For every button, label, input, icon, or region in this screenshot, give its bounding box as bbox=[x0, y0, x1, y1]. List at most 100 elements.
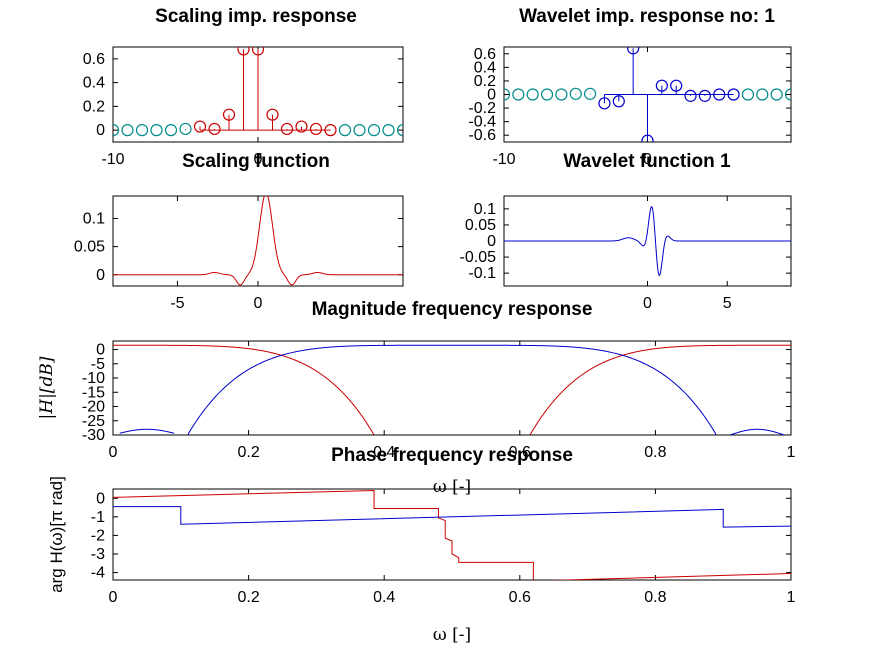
wavelet-fn-title: Wavelet function 1 bbox=[563, 151, 731, 172]
wavelet-imp-title: Wavelet imp. response no: 1 bbox=[519, 6, 775, 27]
y-tick-label: 0.4 bbox=[83, 75, 105, 92]
stem-marker bbox=[641, 134, 654, 142]
stem-marker bbox=[569, 87, 582, 100]
x-tick-label: 0.8 bbox=[644, 444, 666, 461]
y-tick-label: 0.6 bbox=[474, 46, 496, 63]
y-tick-label: -0.6 bbox=[468, 127, 496, 144]
stem-marker bbox=[756, 88, 769, 101]
stem-marker bbox=[512, 88, 525, 101]
stem-marker bbox=[135, 124, 149, 137]
y-tick-label: 0 bbox=[96, 490, 105, 507]
scaling-function-curve bbox=[113, 196, 403, 286]
stem-marker bbox=[770, 88, 783, 101]
stem-marker bbox=[741, 88, 755, 101]
y-tick-label: -0.2 bbox=[468, 100, 496, 117]
stem-marker bbox=[295, 120, 308, 133]
magnitude-title: Magnitude frequency response bbox=[312, 299, 593, 320]
stem-marker bbox=[338, 124, 352, 137]
y-tick-label: -0.05 bbox=[460, 249, 497, 266]
stem-marker bbox=[598, 97, 611, 110]
y-tick-label: 0.6 bbox=[83, 51, 105, 68]
stem-marker bbox=[504, 88, 511, 101]
wavelet-function-curve bbox=[504, 206, 791, 277]
y-tick-label: -30 bbox=[82, 427, 105, 444]
phase-lowpass-curve bbox=[113, 489, 791, 580]
x-tick-label: 0.2 bbox=[237, 589, 259, 606]
y-tick-label: -5 bbox=[91, 356, 105, 373]
magnitude-ylabel: |H|[dB] bbox=[37, 356, 57, 419]
magnitude-lowpass-left bbox=[113, 344, 375, 435]
magnitude-xlabel: ω [-] bbox=[433, 477, 471, 497]
stem-marker bbox=[222, 108, 236, 121]
y-tick-label: -3 bbox=[91, 546, 105, 563]
stem-marker bbox=[698, 89, 712, 102]
magnitude-frame bbox=[112, 340, 792, 436]
stem-marker bbox=[251, 47, 265, 56]
stem-marker bbox=[655, 79, 668, 92]
y-tick-label: -20 bbox=[82, 399, 105, 416]
phase-ylabel: arg H(ω)[π rad] bbox=[47, 476, 66, 593]
x-tick-label: 0 bbox=[109, 589, 118, 606]
y-tick-label: -1 bbox=[91, 509, 105, 526]
y-tick-label: 0.1 bbox=[474, 201, 496, 218]
y-tick-label: -0.1 bbox=[468, 265, 496, 282]
x-tick-label: -5 bbox=[170, 295, 184, 312]
x-tick-label: 5 bbox=[723, 295, 732, 312]
stem-marker bbox=[208, 122, 221, 136]
x-tick-label: 1 bbox=[787, 589, 796, 606]
stem-marker bbox=[684, 89, 697, 102]
stem-marker bbox=[164, 124, 178, 137]
y-tick-label: -25 bbox=[82, 413, 105, 430]
y-tick-label: 0 bbox=[96, 267, 105, 284]
phase-frame bbox=[112, 488, 792, 581]
y-tick-label: -15 bbox=[82, 384, 105, 401]
y-tick-label: -4 bbox=[91, 565, 105, 582]
stem-marker bbox=[266, 108, 279, 121]
x-tick-label: -10 bbox=[101, 151, 124, 168]
x-tick-label: 0.6 bbox=[509, 589, 531, 606]
stem-marker bbox=[540, 88, 554, 101]
y-tick-label: 0.4 bbox=[474, 59, 496, 76]
stem-marker bbox=[396, 124, 403, 137]
magnitude-sidelobe-right bbox=[729, 428, 785, 435]
y-tick-label: -10 bbox=[82, 370, 105, 387]
wavelet-imp-axes bbox=[503, 46, 792, 143]
stem-marker bbox=[150, 124, 163, 137]
stem-marker bbox=[784, 88, 791, 101]
y-tick-label: 0.05 bbox=[465, 217, 496, 234]
x-tick-label: 0.4 bbox=[373, 589, 395, 606]
y-tick-label: 0.2 bbox=[474, 73, 496, 90]
stem-marker bbox=[353, 124, 366, 137]
stem-marker bbox=[179, 122, 192, 136]
x-tick-label: 0.6 bbox=[509, 444, 531, 461]
stem-marker bbox=[526, 88, 539, 101]
stem-marker bbox=[627, 47, 640, 55]
scaling-fn-title: Scaling function bbox=[182, 151, 330, 172]
y-tick-label: 0 bbox=[96, 342, 105, 359]
magnitude-sidelobe-left bbox=[119, 428, 175, 434]
magnitude-lowpass-right bbox=[529, 344, 791, 435]
stem-marker bbox=[121, 124, 134, 137]
stem-marker bbox=[280, 122, 294, 136]
x-tick-label: 0 bbox=[109, 444, 118, 461]
stem-marker bbox=[382, 124, 395, 137]
x-tick-label: 0.8 bbox=[644, 589, 666, 606]
y-tick-label: -2 bbox=[91, 527, 105, 544]
x-tick-label: 1 bbox=[787, 444, 796, 461]
stem-marker bbox=[237, 47, 250, 56]
y-tick-label: 0.2 bbox=[83, 98, 105, 115]
scaling-imp-stems bbox=[113, 47, 403, 137]
magnitude-axes bbox=[112, 340, 792, 436]
x-tick-label: 0.2 bbox=[237, 444, 259, 461]
stem-marker bbox=[367, 124, 381, 137]
x-tick-label: -10 bbox=[492, 151, 515, 168]
y-tick-label: 0 bbox=[487, 233, 496, 250]
x-tick-label: 0 bbox=[643, 151, 652, 168]
stem-marker bbox=[555, 88, 568, 101]
y-tick-label: -0.4 bbox=[468, 114, 496, 131]
wavelet-imp-stems bbox=[504, 47, 791, 142]
y-tick-label: 0 bbox=[96, 122, 105, 139]
y-tick-label: 0 bbox=[487, 87, 496, 104]
x-tick-label: 0 bbox=[643, 295, 652, 312]
